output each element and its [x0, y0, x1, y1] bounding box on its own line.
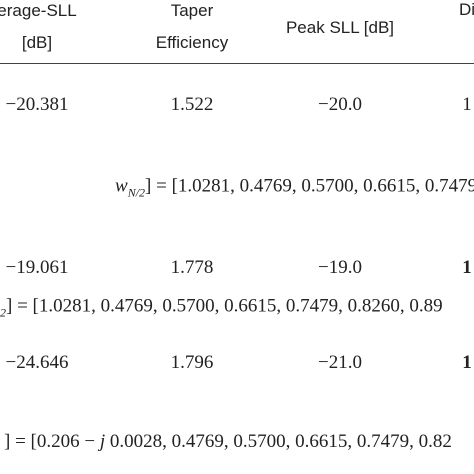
header-line: Peak SLL [dB]	[285, 18, 395, 37]
table-cell: 1.778	[170, 257, 214, 278]
header-cell: Peak SLL [dB]	[286, 12, 394, 44]
table-cell: −21.0	[318, 352, 362, 373]
header-line: erage-SLL	[0, 1, 77, 20]
header-line: Di	[458, 0, 474, 19]
table-cell: 1	[462, 94, 472, 115]
formula-part: 2	[0, 305, 6, 320]
formula-part: j	[99, 431, 106, 452]
header-cell: Di	[459, 0, 474, 26]
weight-formula: ] = [0.206 − j 0.0028, 0.4769, 0.5700, 0…	[4, 431, 452, 453]
header-line: Taper	[170, 1, 214, 20]
table-cell: −20.381	[5, 94, 69, 115]
formula-part: 0.0028, 0.4769, 0.5700, 0.6615, 0.7479, …	[105, 431, 452, 452]
weight-formula: wN/2] = [1.0281, 0.4769, 0.5700, 0.6615,…	[115, 176, 474, 201]
table-cell: 1.522	[170, 94, 214, 115]
header-rule	[0, 63, 474, 64]
formula-part: ] = [0.206 −	[4, 431, 100, 452]
formula-part: ] = [1.0281, 0.4769, 0.5700, 0.6615, 0.7…	[145, 175, 474, 197]
table-cell: −19.061	[5, 257, 69, 278]
header-line: Efficiency	[155, 33, 229, 52]
table-cell: 1	[462, 352, 472, 373]
formula-part: N/2	[127, 185, 146, 200]
weight-formula: 2] = [1.0281, 0.4769, 0.5700, 0.6615, 0.…	[0, 296, 443, 321]
formula-part: w	[115, 175, 128, 197]
table-cell: −20.0	[318, 94, 362, 115]
header-cell: Taper Efficiency	[156, 0, 228, 59]
header-cell: erage-SLL [dB]	[0, 0, 77, 59]
table-cell: −19.0	[318, 257, 362, 278]
table-cell: 1.796	[170, 352, 214, 373]
header-line: [dB]	[21, 33, 53, 52]
table-cell: −24.646	[5, 352, 69, 373]
table-cell: 1	[462, 257, 472, 278]
formula-part: ] = [1.0281, 0.4769, 0.5700, 0.6615, 0.7…	[6, 295, 443, 317]
